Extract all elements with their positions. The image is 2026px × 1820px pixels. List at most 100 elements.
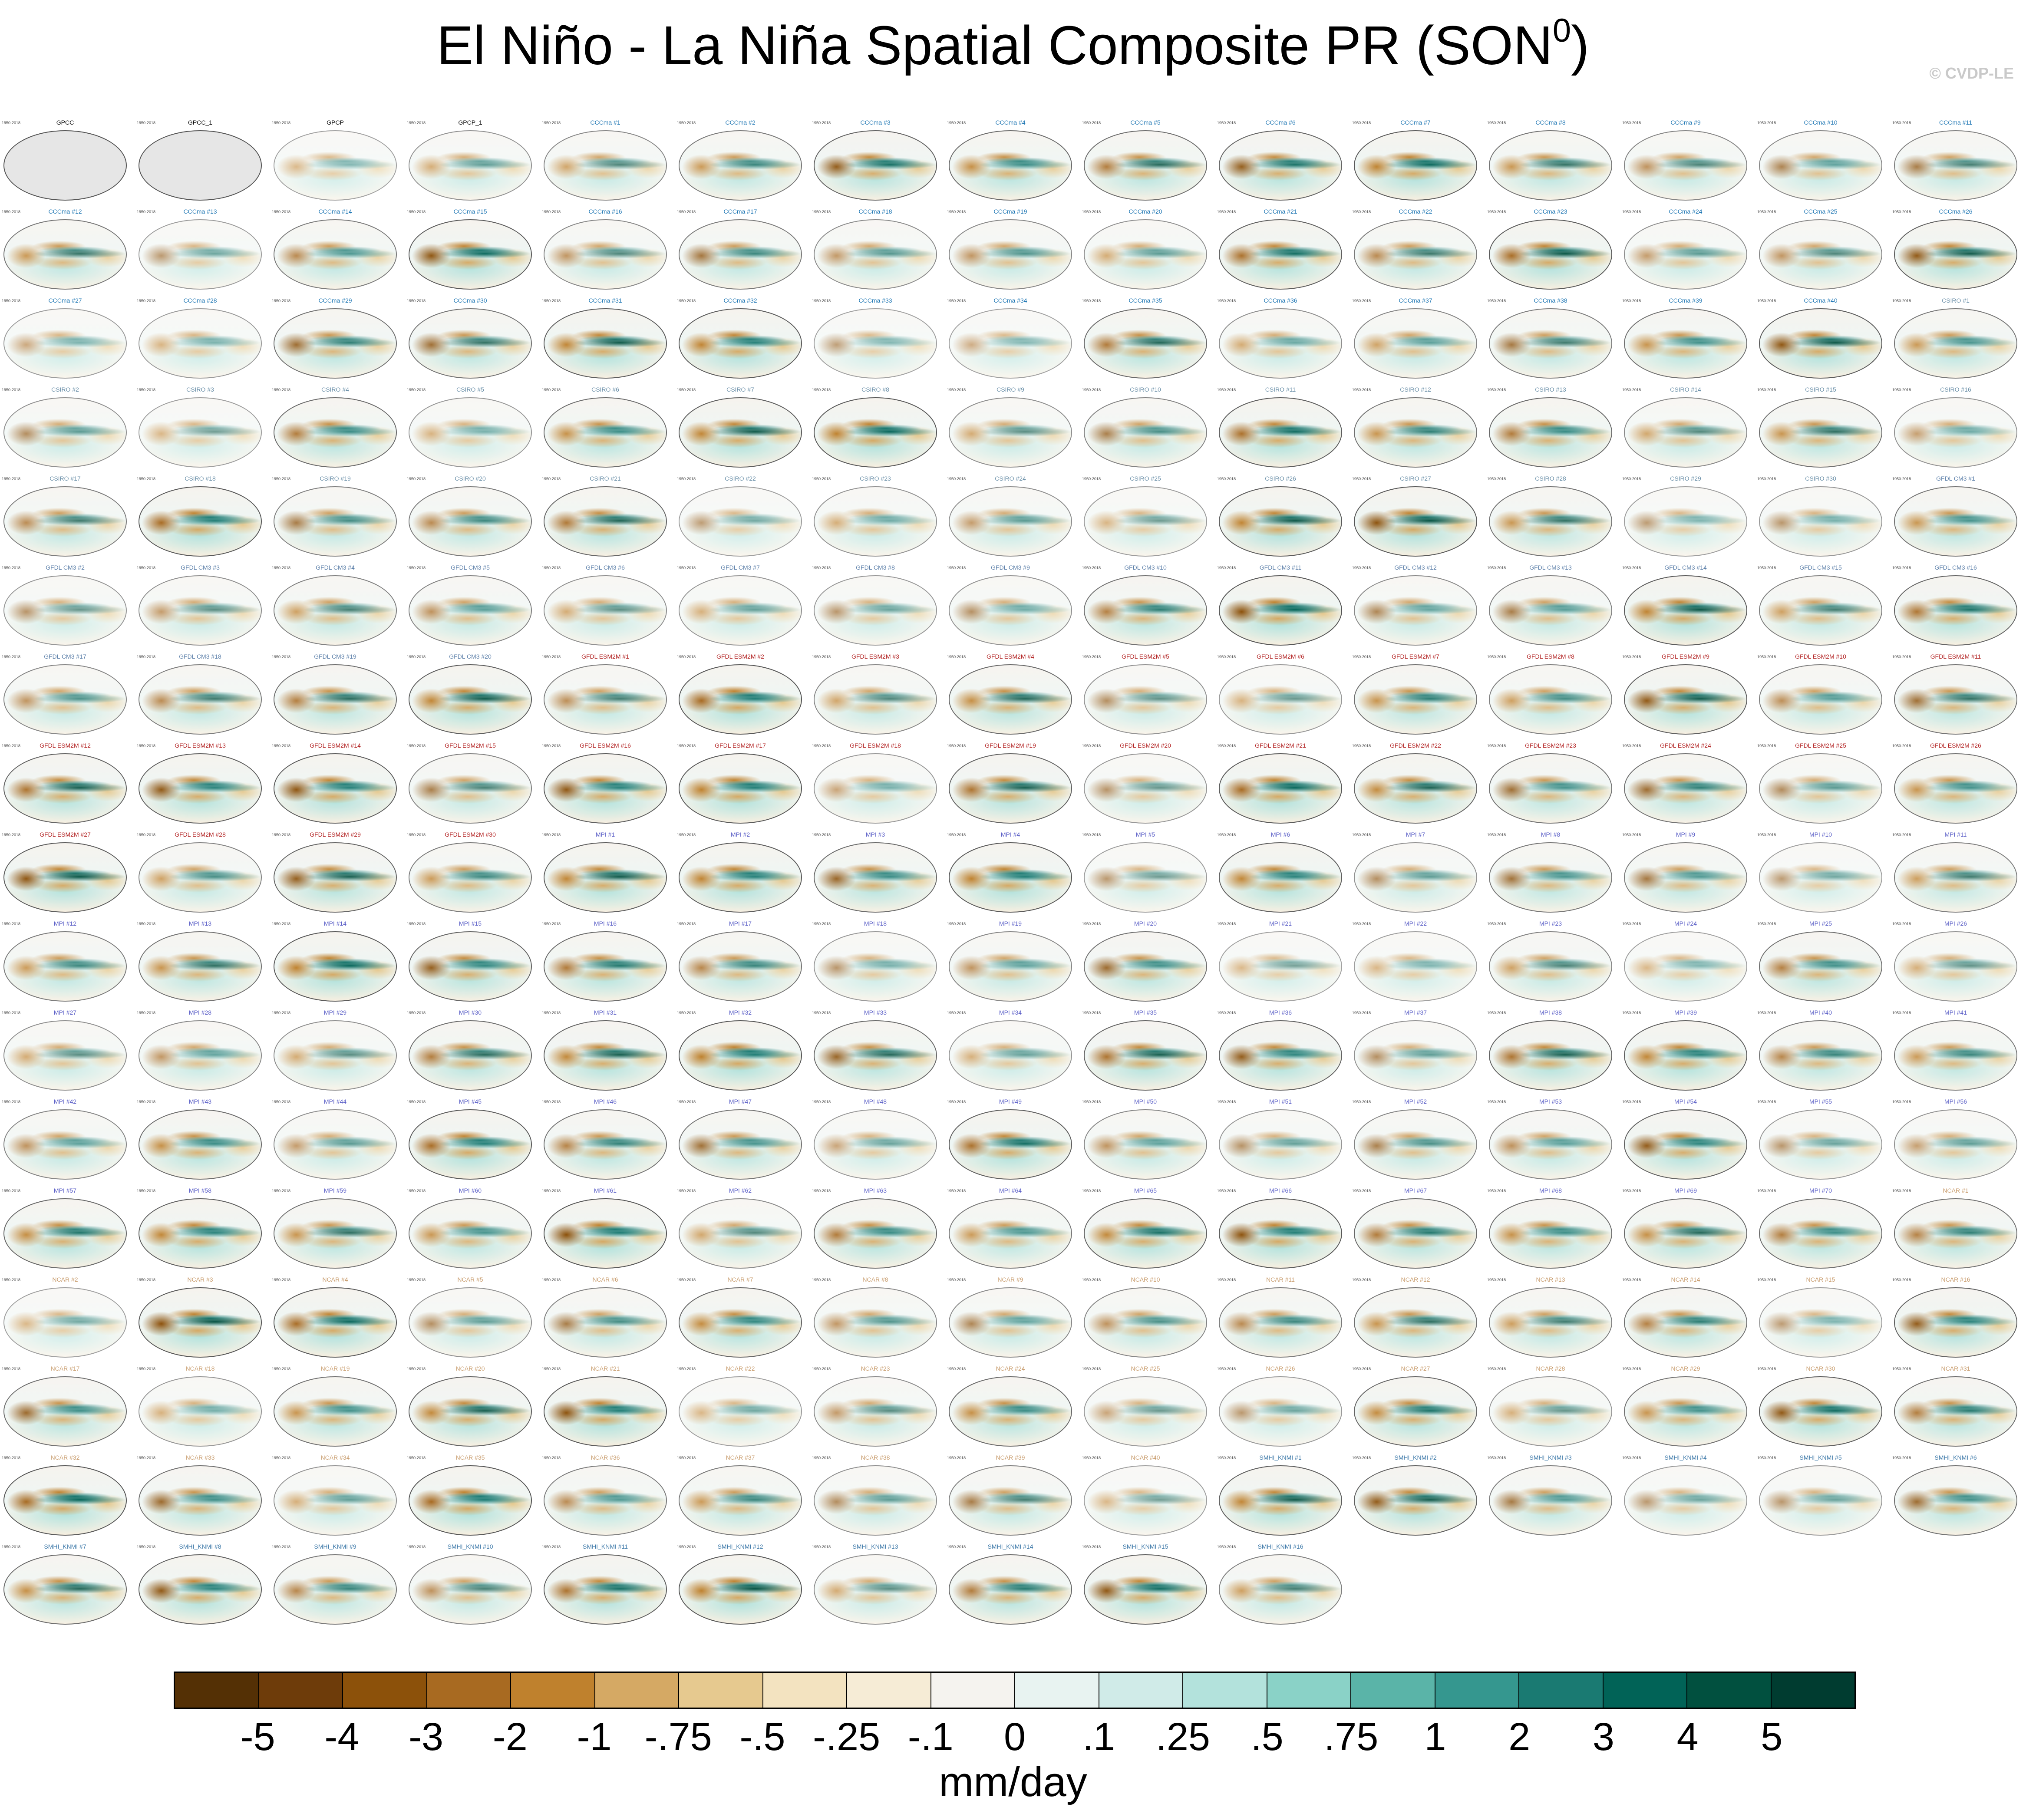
panel-title: MPI #61: [594, 1187, 617, 1194]
colorbar-tick-label: 4: [1676, 1715, 1699, 1759]
colorbar-tick-label: .25: [1155, 1715, 1210, 1759]
map-panel: NCAR #38 1950-2018: [810, 1452, 940, 1539]
map-panel: GFDL ESM2M #21 1950-2018: [1215, 740, 1346, 827]
map-field: [814, 130, 937, 201]
map-field: [1354, 486, 1477, 557]
panel-title: NCAR #8: [862, 1276, 888, 1283]
map-panel: CCCma #38 1950-2018: [1485, 295, 1616, 382]
map-field: [949, 664, 1072, 735]
panel-period: 1950-2018: [677, 566, 696, 570]
panel-title: CSIRO #14: [1670, 386, 1701, 393]
panel-title: GFDL CM3 #14: [1664, 564, 1707, 571]
map-panel: CCCma #6 1950-2018: [1215, 117, 1346, 204]
panel-title: MPI #31: [594, 1009, 617, 1016]
map-field: [409, 308, 532, 379]
panel-period: 1950-2018: [1217, 1367, 1236, 1371]
panel-period: 1950-2018: [137, 121, 156, 125]
panel-title: MPI #24: [1674, 920, 1697, 927]
panel-title: GFDL ESM2M #28: [175, 831, 226, 838]
map-panel: NCAR #18 1950-2018: [135, 1363, 265, 1450]
panel-period: 1950-2018: [947, 1367, 966, 1371]
colorbar-box: [763, 1673, 847, 1708]
map-field: [409, 486, 532, 557]
map-field: [274, 1109, 397, 1180]
colorbar-box: [847, 1673, 931, 1708]
colorbar-tick-label: -.1: [907, 1715, 954, 1759]
map-panel: MPI #69 1950-2018: [1620, 1185, 1751, 1272]
panel-title: MPI #69: [1674, 1187, 1697, 1194]
map-field: [814, 1287, 937, 1358]
panel-title: NCAR #35: [455, 1454, 485, 1461]
colorbar-tick-label: .75: [1324, 1715, 1379, 1759]
map-panel: SMHI_KNMI #2 1950-2018: [1350, 1452, 1481, 1539]
map-field: [1759, 753, 1882, 824]
panel-title: CSIRO #25: [1130, 475, 1161, 482]
chart-title-text: El Niño - La Niña Spatial Composite PR (…: [436, 15, 1553, 76]
map-panel: SMHI_KNMI #3 1950-2018: [1485, 1452, 1616, 1539]
map-field: [1624, 1287, 1747, 1358]
map-field: [1084, 664, 1207, 735]
panel-title: GFDL CM3 #3: [181, 564, 220, 571]
map-panel: NCAR #5 1950-2018: [405, 1274, 535, 1361]
map-panel: NCAR #3 1950-2018: [135, 1274, 265, 1361]
map-panel: CCCma #30 1950-2018: [405, 295, 535, 382]
panel-title: CSIRO #5: [456, 386, 484, 393]
panel-title: CCCma #8: [1535, 119, 1566, 126]
chart-title-superscript: 0: [1552, 12, 1571, 49]
map-panel: SMHI_KNMI #1 1950-2018: [1215, 1452, 1346, 1539]
panel-title: MPI #37: [1404, 1009, 1427, 1016]
panel-period: 1950-2018: [1217, 1278, 1236, 1282]
panel-title: CSIRO #13: [1535, 386, 1566, 393]
map-field: [814, 219, 937, 290]
map-field: [1084, 575, 1207, 646]
map-panel: CSIRO #24 1950-2018: [945, 473, 1076, 560]
panel-title: MPI #68: [1539, 1187, 1562, 1194]
map-field: [1219, 1287, 1342, 1358]
map-panel: CCCma #13 1950-2018: [135, 206, 265, 293]
map-panel: CSIRO #10 1950-2018: [1080, 384, 1211, 471]
panel-period: 1950-2018: [407, 121, 426, 125]
map-field: [1219, 1198, 1342, 1269]
map-field: [274, 931, 397, 1002]
panel-title: MPI #49: [999, 1098, 1022, 1105]
map-panel: NCAR #14 1950-2018: [1620, 1274, 1751, 1361]
map-field: [544, 575, 667, 646]
panel-period: 1950-2018: [1082, 1189, 1101, 1193]
panel-period: 1950-2018: [1487, 922, 1506, 926]
panel-period: 1950-2018: [2, 833, 21, 837]
panel-period: 1950-2018: [1352, 1278, 1371, 1282]
panel-period: 1950-2018: [1622, 1011, 1641, 1015]
panel-period: 1950-2018: [407, 1545, 426, 1549]
panel-title: GFDL CM3 #15: [1799, 564, 1842, 571]
panel-period: 1950-2018: [1352, 744, 1371, 748]
panel-title: GFDL CM3 #10: [1124, 564, 1167, 571]
map-panel: MPI #2 1950-2018: [675, 829, 805, 916]
map-panel: MPI #53 1950-2018: [1485, 1096, 1616, 1183]
map-field: [1894, 1020, 2017, 1091]
map-field: [1624, 308, 1747, 379]
panel-period: 1950-2018: [272, 210, 291, 214]
map-field: [814, 1465, 937, 1536]
map-field: [139, 219, 262, 290]
colorbar-box: [427, 1673, 511, 1708]
colorbar-units-label: mm/day: [939, 1759, 1087, 1805]
map-panel: NCAR #30 1950-2018: [1755, 1363, 1886, 1450]
panel-title: MPI #22: [1404, 920, 1427, 927]
map-field: [949, 1554, 1072, 1625]
panel-period: 1950-2018: [1622, 922, 1641, 926]
colorbar-box: [1351, 1673, 1435, 1708]
map-field: [814, 1554, 937, 1625]
panel-period: 1950-2018: [677, 1367, 696, 1371]
map-panel: GFDL CM3 #7 1950-2018: [675, 562, 805, 649]
map-panel: GFDL ESM2M #3 1950-2018: [810, 651, 940, 738]
panel-period: 1950-2018: [677, 210, 696, 214]
map-panel: NCAR #25 1950-2018: [1080, 1363, 1211, 1450]
colorbar-box: [679, 1673, 763, 1708]
panel-title: CCCma #32: [723, 297, 757, 304]
map-field: [409, 664, 532, 735]
map-field: [3, 1465, 127, 1536]
panel-period: 1950-2018: [1217, 1011, 1236, 1015]
panel-period: 1950-2018: [812, 922, 831, 926]
colorbar-box: [511, 1673, 595, 1708]
map-panel: NCAR #40 1950-2018: [1080, 1452, 1211, 1539]
